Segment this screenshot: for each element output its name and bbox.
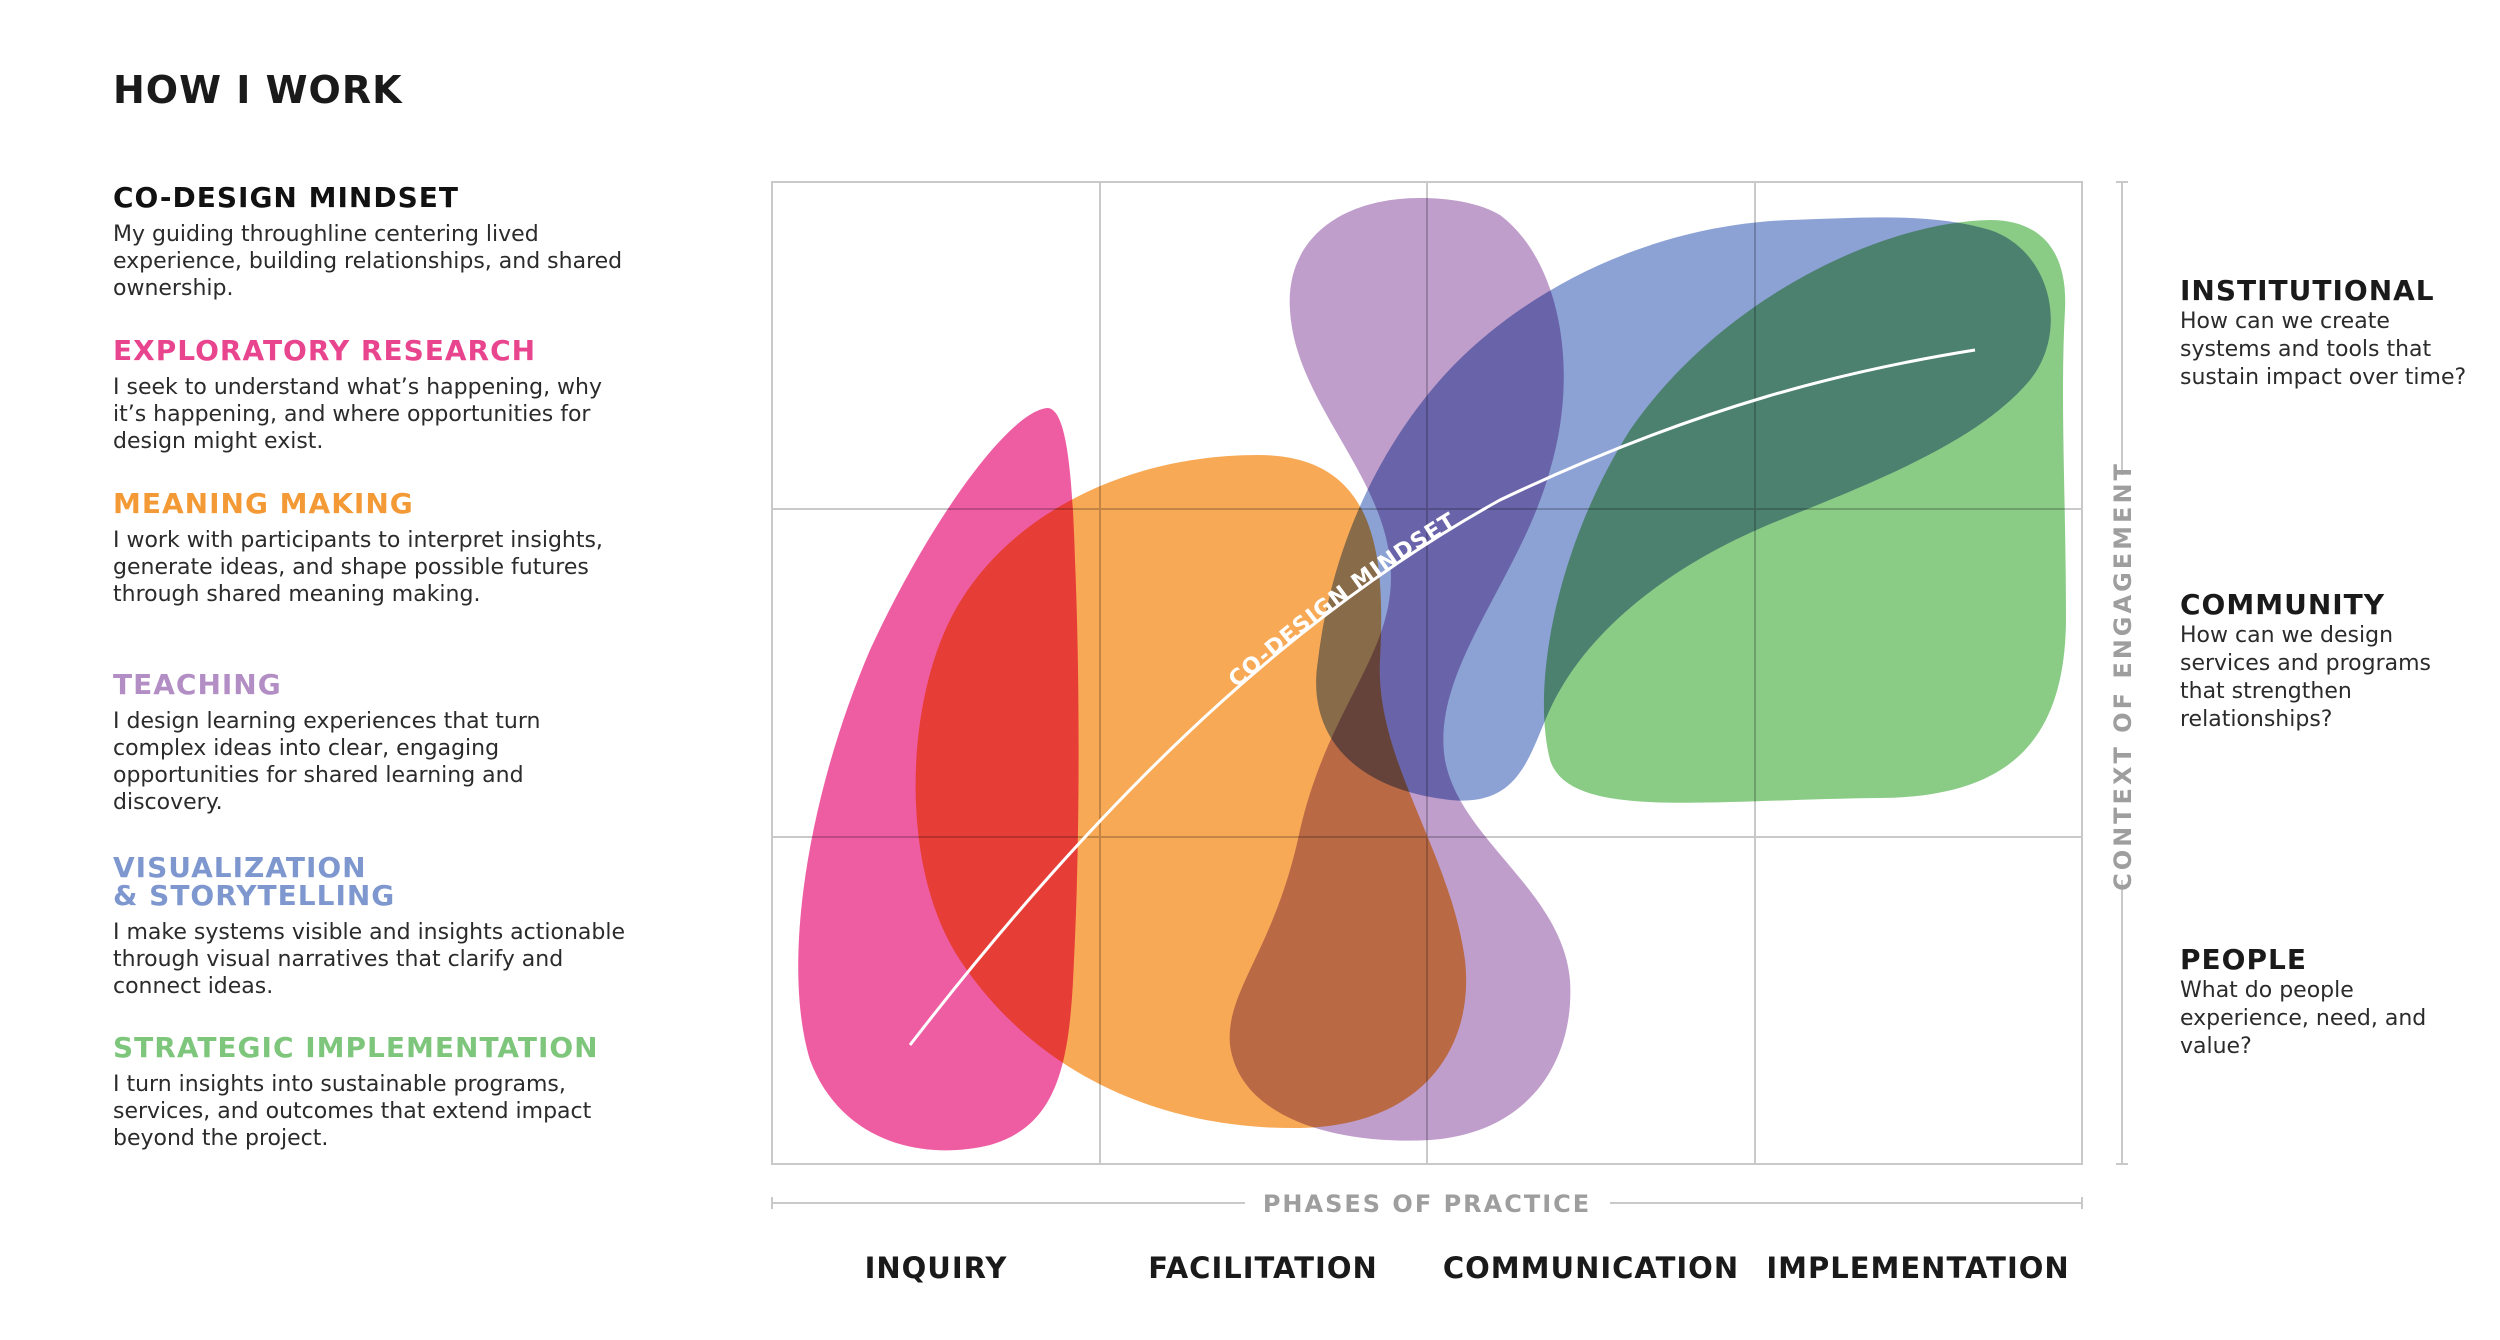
legend-heading: TEACHING xyxy=(113,668,282,701)
blob-layer xyxy=(798,198,2066,1151)
legend-item-meaning-making: MEANING MAKING I work with participants … xyxy=(113,490,633,608)
legend-heading: STRATEGIC IMPLEMENTATION xyxy=(113,1031,599,1064)
legend-description: My guiding throughline centering lived e… xyxy=(113,222,623,301)
legend-item-teaching: TEACHING I design learning experiences t… xyxy=(113,671,633,816)
legend-heading: CO-DESIGN MINDSET xyxy=(113,181,459,214)
level-name: INSTITUTIONAL xyxy=(2180,274,2435,307)
legend-description: I turn insights into sustainable program… xyxy=(113,1072,592,1151)
phase-label-inquiry: INQUIRY xyxy=(865,1251,1008,1285)
legend-description: I seek to understand what’s happening, w… xyxy=(113,375,603,454)
x-axis: PHASES OF PRACTICE INQUIRY FACILITATION … xyxy=(771,1190,2083,1285)
level-question: How can we create systems and tools that… xyxy=(2180,309,2467,390)
level-institutional: INSTITUTIONAL How can we create systems … xyxy=(2180,276,2480,392)
level-name: COMMUNITY xyxy=(2180,588,2386,621)
legend-heading: EXPLORATORY RESEARCH xyxy=(113,334,537,367)
y-axis-title: CONTEXT OF ENGAGEMENT xyxy=(2109,461,2137,891)
phase-label-facilitation: FACILITATION xyxy=(1148,1251,1378,1285)
legend-description: I work with participants to interpret in… xyxy=(113,528,603,607)
level-question: What do people experience, need, and val… xyxy=(2180,978,2427,1059)
level-community: COMMUNITY How can we design services and… xyxy=(2180,590,2480,734)
legend-heading: MEANING MAKING xyxy=(113,487,414,520)
legend-item-co-design-mindset: CO-DESIGN MINDSET My guiding throughline… xyxy=(113,184,633,302)
page-title: HOW I WORK xyxy=(113,68,403,112)
legend-description: I make systems visible and insights acti… xyxy=(113,920,625,999)
y-axis: CONTEXT OF ENGAGEMENT xyxy=(2109,181,2137,1165)
legend-item-visualization-storytelling: VISUALIZATION & STORYTELLING I make syst… xyxy=(113,854,633,1000)
legend-item-exploratory-research: EXPLORATORY RESEARCH I seek to understan… xyxy=(113,337,633,455)
level-name: PEOPLE xyxy=(2180,943,2307,976)
x-axis-title: PHASES OF PRACTICE xyxy=(1263,1190,1591,1218)
phase-label-implementation: IMPLEMENTATION xyxy=(1766,1251,2069,1285)
legend-item-strategic-implementation: STRATEGIC IMPLEMENTATION I turn insights… xyxy=(113,1034,633,1152)
phase-label-communication: COMMUNICATION xyxy=(1443,1251,1739,1285)
legend-description: I design learning experiences that turn … xyxy=(113,709,541,815)
level-people: PEOPLE What do people experience, need, … xyxy=(2180,945,2480,1061)
blob-strategic-implementation xyxy=(1543,220,2066,803)
level-question: How can we design services and programs … xyxy=(2180,623,2432,732)
legend-heading: VISUALIZATION & STORYTELLING xyxy=(113,851,396,912)
